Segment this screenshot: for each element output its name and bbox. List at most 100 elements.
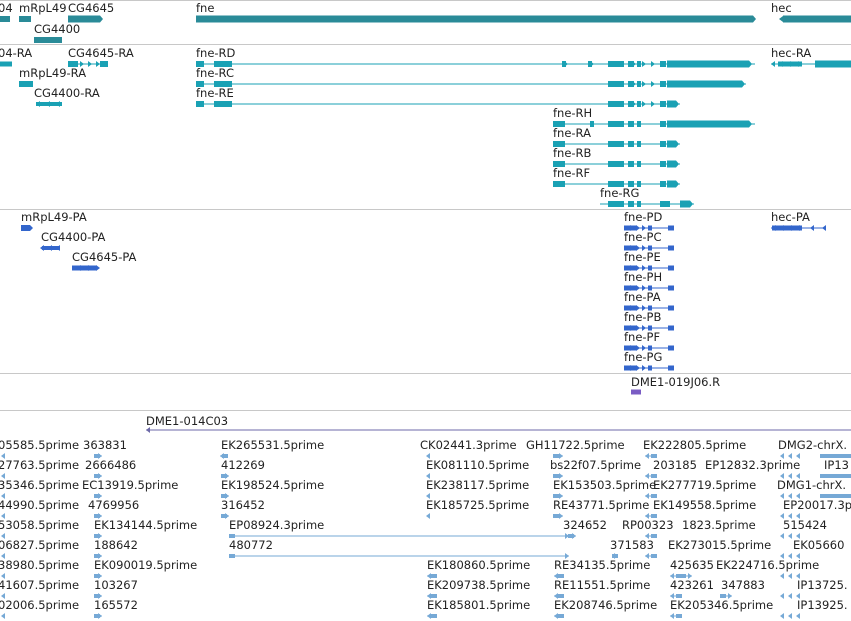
- exon-block: [590, 121, 594, 127]
- transcript-label: CG4645-RA: [68, 46, 134, 60]
- strand-arrow-right: [630, 265, 634, 271]
- exon-block: [94, 554, 100, 558]
- est-label: 103267: [94, 578, 138, 592]
- exon-block: [196, 101, 204, 107]
- exon-block: [553, 141, 565, 147]
- protein-label: fne-PC: [624, 230, 662, 244]
- strand-arrow-left: [427, 593, 431, 599]
- strand-arrow-right: [636, 285, 640, 291]
- est-label: EK198524.5prime: [221, 478, 325, 492]
- exon-block: [772, 225, 802, 231]
- exon-block: [628, 181, 634, 187]
- strand-arrow-right: [98, 593, 102, 599]
- gene-label-fne: fne: [196, 1, 215, 15]
- est-block: [820, 494, 851, 498]
- strand-arrow-right: [688, 573, 692, 579]
- gene-label-cg4645: CG4645: [68, 1, 115, 15]
- strand-arrow-right: [642, 345, 646, 351]
- gene-bar: [34, 37, 62, 43]
- exon-block: [660, 101, 666, 107]
- est-label: IP13: [824, 458, 849, 472]
- transcript-label: fne-RB: [553, 146, 592, 160]
- exon-block: [648, 225, 652, 231]
- est-label: 4769956: [88, 498, 140, 512]
- strand-arrow-left: [810, 225, 814, 231]
- exon-block: [94, 574, 100, 578]
- est-label: DMG1-chrX.: [777, 478, 847, 492]
- strand-arrow-left: [780, 493, 784, 499]
- strand-arrow-left: [796, 453, 800, 459]
- strand-arrow-right: [98, 553, 102, 559]
- strand-arrow-right: [96, 265, 100, 271]
- exon-block: [637, 101, 641, 107]
- strand-arrow-left: [780, 473, 784, 479]
- est-label: 347883: [721, 578, 765, 592]
- est-label: RE43771.5prime: [553, 498, 650, 512]
- est-label: 2666486: [85, 458, 137, 472]
- exon-block: [608, 61, 624, 67]
- est-label: EK090019.5prime: [94, 558, 198, 572]
- strand-arrow-left: [788, 533, 792, 539]
- strand-arrow-left: [1, 453, 5, 459]
- est-label: EK209738.5prime: [427, 578, 531, 592]
- strand-arrow-right: [642, 225, 646, 231]
- strand-arrow-right: [590, 61, 594, 67]
- est-label: EK134144.5prime: [94, 518, 198, 532]
- est-label: 316452: [221, 498, 265, 512]
- strand-arrow-left: [788, 493, 792, 499]
- strand-arrow-left: [788, 553, 792, 559]
- gene-label-mrpl49: mRpL49: [19, 1, 67, 15]
- clone-label: DME1-019J06.R: [631, 375, 721, 389]
- transcript-label: fne-RA: [553, 126, 591, 140]
- strand-arrow-right: [630, 365, 634, 371]
- strand-arrow-right: [559, 453, 563, 459]
- transcript-label: fne-RE: [196, 86, 234, 100]
- strand-arrow-left: [146, 427, 150, 433]
- exon-block: [608, 181, 624, 187]
- est-label: EK238117.5prime: [426, 478, 530, 492]
- exon-block: [648, 305, 652, 311]
- exon-block: [651, 554, 657, 558]
- exon-block: [229, 534, 235, 538]
- strand-arrow-left: [645, 453, 649, 459]
- protein-label: hec-PA: [771, 210, 810, 224]
- protein-label: fne-PH: [624, 270, 663, 284]
- exon-block: [676, 594, 682, 598]
- est-label: 371583: [610, 538, 654, 552]
- strand-arrow-right: [642, 245, 646, 251]
- strand-arrow-left: [427, 613, 431, 619]
- strand-arrow-right: [565, 553, 569, 559]
- strand-arrow-left: [796, 613, 800, 619]
- est-label: 324652: [563, 518, 607, 532]
- transcript-label: fne-RH: [553, 106, 593, 120]
- exon-block: [628, 61, 634, 67]
- est-label: IP13925.: [797, 598, 848, 612]
- strand-arrow-left: [780, 573, 784, 579]
- gene-bar: [0, 16, 10, 22]
- exon-block: [221, 474, 227, 478]
- exon-block: [637, 201, 641, 207]
- strand-arrow-right: [630, 325, 634, 331]
- exon-block: [558, 574, 564, 578]
- exon-block: [196, 15, 756, 23]
- strand-arrow-right: [642, 101, 646, 107]
- exon-block: [660, 81, 666, 87]
- est-label: 203185: [653, 458, 697, 472]
- exon-block: [608, 201, 624, 207]
- exon-block: [553, 474, 559, 478]
- exon-block: [680, 200, 693, 208]
- strand-arrow-right: [88, 61, 92, 67]
- est-label: EP08924.3prime: [229, 518, 325, 532]
- strand-arrow-right: [642, 81, 646, 87]
- est-label: IP13725.: [797, 578, 848, 592]
- exon-block: [553, 494, 559, 498]
- strand-arrow-right: [636, 225, 640, 231]
- est-label: 38980.5prime: [0, 558, 80, 572]
- est-label: bs22f07.5prime: [550, 458, 642, 472]
- strand-arrow-right: [88, 265, 92, 271]
- strand-arrow-right: [630, 345, 634, 351]
- exon-block: [558, 614, 564, 618]
- strand-arrow-left: [796, 573, 800, 579]
- exon-block: [553, 121, 565, 127]
- protein-label: fne-PE: [624, 250, 661, 264]
